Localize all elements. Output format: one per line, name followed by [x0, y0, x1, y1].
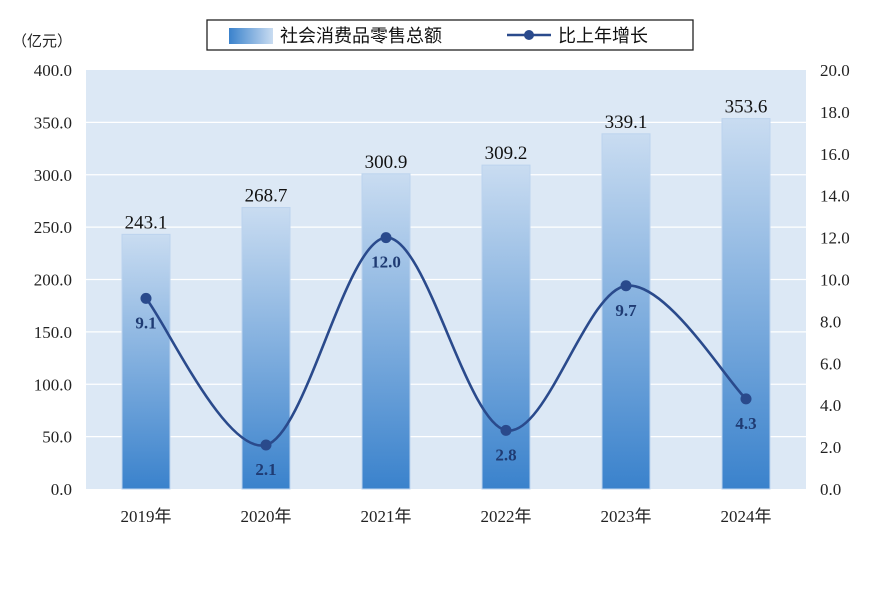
x-tick-label: 2021年: [361, 507, 412, 526]
bar: [121, 233, 171, 490]
legend: 社会消费品零售总额 比上年增长: [206, 19, 694, 51]
y-right-tick-label: 6.0: [820, 354, 841, 373]
bar-value-label: 243.1: [125, 212, 168, 233]
y-left-tick-label: 0.0: [51, 480, 72, 499]
growth-value-label: 2.8: [495, 445, 516, 464]
x-tick-label: 2022年: [481, 507, 532, 526]
y-right-tick-label: 20.0: [820, 61, 850, 80]
bar: [601, 133, 651, 490]
growth-markers: [140, 232, 752, 451]
x-tick-label: 2019年: [121, 507, 172, 526]
x-tick-label: 2024年: [721, 507, 772, 526]
bar: [481, 164, 531, 490]
growth-marker: [380, 232, 392, 244]
y-left-tick-label: 350.0: [34, 113, 72, 132]
growth-value-label: 12.0: [371, 253, 401, 272]
growth-marker: [620, 280, 632, 292]
unit-label: （亿元）: [12, 32, 72, 50]
y-right-tick-label: 2.0: [820, 438, 841, 457]
y-right-tick-label: 12.0: [820, 229, 850, 248]
growth-value-label: 4.3: [735, 414, 756, 433]
bar: [361, 173, 411, 490]
y-axis-left: 0.0 50.0 100.0 150.0 200.0 250.0 300.0 350.0 400…: [34, 61, 72, 499]
bar-value-label: 309.2: [485, 143, 528, 164]
x-axis: 2019年 2020年 2021年 2022年 2023年 2024年: [121, 507, 772, 526]
legend-box: [206, 19, 694, 51]
y-right-tick-label: 14.0: [820, 187, 850, 206]
legend-line-label: 比上年增长: [558, 26, 648, 47]
legend-bar-swatch: [229, 28, 273, 44]
y-right-tick-label: 18.0: [820, 103, 850, 122]
bar-value-labels: 243.1 268.7 300.9 309.2 339.1 353.6: [125, 97, 768, 234]
growth-value-label: 2.1: [255, 460, 276, 479]
y-left-tick-label: 150.0: [34, 323, 72, 342]
y-right-tick-label: 4.0: [820, 396, 841, 415]
bar-value-label: 353.6: [725, 97, 768, 118]
growth-value-labels: 9.1 2.1 12.0 2.8 9.7 4.3: [135, 253, 756, 479]
bar: [721, 118, 771, 490]
y-left-tick-label: 250.0: [34, 218, 72, 237]
bar-value-label: 300.9: [365, 152, 408, 173]
legend-bar-label: 社会消费品零售总额: [280, 26, 442, 47]
bar-value-label: 339.1: [605, 112, 648, 133]
y-left-tick-label: 50.0: [42, 428, 72, 447]
legend-line-marker: [524, 30, 534, 40]
x-tick-label: 2023年: [601, 507, 652, 526]
x-tick-label: 2020年: [241, 507, 292, 526]
growth-marker: [260, 439, 272, 451]
bar-series: [121, 118, 771, 490]
y-right-tick-label: 10.0: [820, 271, 850, 290]
y-axis-right: 0.0 2.0 4.0 6.0 8.0 10.0 12.0 14.0 16.0 18.0 20.0: [820, 61, 850, 499]
y-left-tick-label: 300.0: [34, 166, 72, 185]
bar-value-label: 268.7: [245, 186, 288, 207]
growth-value-label: 9.7: [615, 301, 637, 320]
growth-marker: [140, 292, 152, 304]
growth-marker: [500, 424, 512, 436]
y-left-tick-label: 400.0: [34, 61, 72, 80]
y-right-tick-label: 8.0: [820, 312, 841, 331]
y-right-tick-label: 16.0: [820, 145, 850, 164]
y-left-tick-label: 100.0: [34, 375, 72, 394]
growth-value-label: 9.1: [135, 313, 156, 332]
y-right-tick-label: 0.0: [820, 480, 841, 499]
y-left-tick-label: 200.0: [34, 271, 72, 290]
growth-marker: [740, 393, 752, 405]
